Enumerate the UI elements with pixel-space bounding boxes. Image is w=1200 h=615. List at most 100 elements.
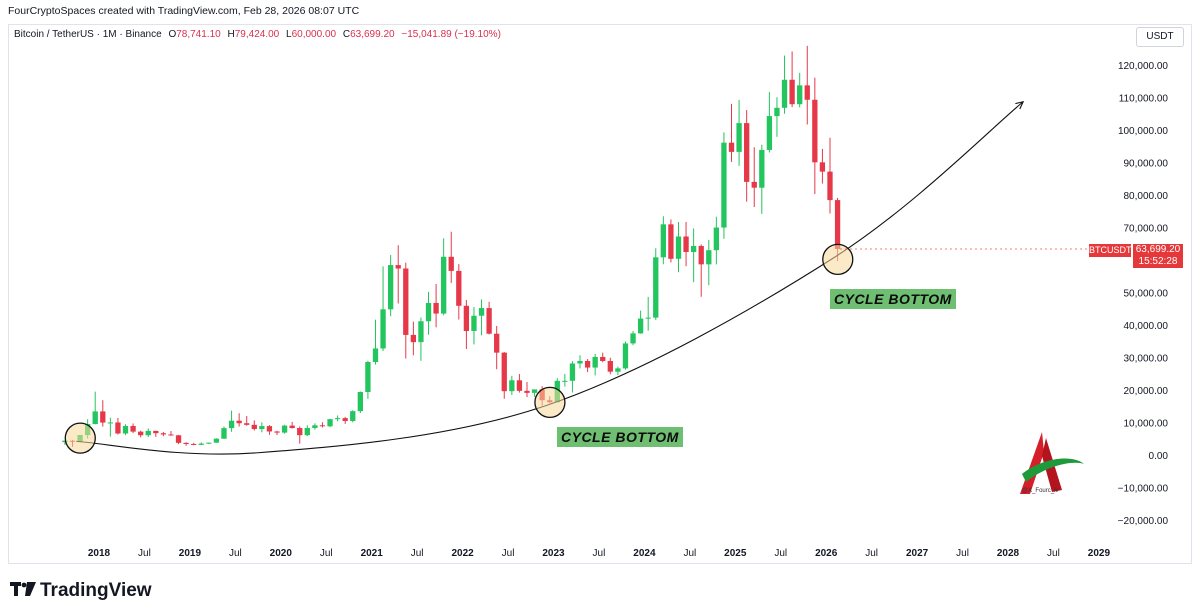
candle-body bbox=[138, 431, 144, 436]
x-tick-label: 2028 bbox=[997, 548, 1020, 559]
y-tick-label: 10,000.00 bbox=[1124, 419, 1169, 430]
candle-body bbox=[630, 333, 636, 344]
candle-body bbox=[410, 334, 417, 343]
y-tick-label: 50,000.00 bbox=[1124, 289, 1169, 300]
candle-body bbox=[660, 224, 666, 258]
candle-body bbox=[107, 422, 114, 424]
candle-body bbox=[297, 428, 303, 436]
candle-body bbox=[387, 265, 394, 310]
candle-body bbox=[274, 431, 280, 433]
candle-body bbox=[130, 425, 136, 432]
candle-body bbox=[524, 390, 530, 393]
curve-arrow-head bbox=[1015, 100, 1025, 110]
x-tick-label: 2019 bbox=[179, 548, 202, 559]
candle-body bbox=[509, 380, 515, 392]
tradingview-logo[interactable]: TradingView bbox=[10, 580, 152, 602]
x-tick-label: Jul bbox=[956, 548, 969, 559]
candle-body bbox=[281, 425, 288, 433]
candle-body bbox=[781, 79, 788, 108]
candle-body bbox=[759, 149, 765, 188]
cycle-bottom-label-2023: CYCLE BOTTOM bbox=[557, 427, 683, 447]
candle-body bbox=[736, 123, 742, 152]
x-tick-label: 2024 bbox=[633, 548, 656, 559]
candle-body bbox=[789, 79, 795, 105]
author-logo-icon bbox=[1020, 432, 1084, 494]
candle-body bbox=[342, 418, 348, 421]
candle-body bbox=[494, 333, 500, 353]
candle-body bbox=[797, 85, 803, 105]
candle-body bbox=[160, 433, 167, 435]
x-tick-label: Jul bbox=[593, 548, 606, 559]
candle-body bbox=[827, 171, 833, 201]
candle-body bbox=[819, 162, 826, 172]
x-tick-label: 2023 bbox=[542, 548, 565, 559]
bar-countdown: 15:52:28 bbox=[1138, 256, 1178, 267]
candle-body bbox=[244, 423, 250, 425]
tradingview-logo-text: TradingView bbox=[40, 580, 152, 602]
symbol-name[interactable]: Bitcoin / TetherUS · 1M · Binance bbox=[14, 29, 162, 40]
candle-body bbox=[441, 256, 447, 314]
candle-body bbox=[728, 142, 735, 152]
candle-body bbox=[698, 245, 704, 265]
y-tick-label: 70,000.00 bbox=[1124, 224, 1169, 235]
open-value: 78,741.10 bbox=[176, 29, 221, 40]
x-tick-label: 2029 bbox=[1088, 548, 1111, 559]
cycle-bottom-circle bbox=[534, 386, 566, 419]
x-tick-label: Jul bbox=[865, 548, 878, 559]
candle-body bbox=[622, 343, 629, 369]
candle-body bbox=[562, 380, 568, 382]
x-tick-label: Jul bbox=[1047, 548, 1060, 559]
close-value: 63,699.20 bbox=[350, 29, 395, 40]
candle-body bbox=[372, 348, 379, 363]
candle-body bbox=[584, 360, 591, 368]
candle-body bbox=[365, 362, 371, 392]
x-tick-label: Jul bbox=[320, 548, 333, 559]
y-tick-label: 20,000.00 bbox=[1124, 386, 1169, 397]
y-tick-label: 100,000.00 bbox=[1118, 126, 1168, 137]
x-tick-label: 2022 bbox=[451, 548, 474, 559]
tradingview-mark-icon bbox=[10, 580, 36, 602]
candle-body bbox=[637, 318, 644, 334]
candle-body bbox=[418, 321, 424, 343]
last-price-value: 63,699.20 bbox=[1135, 244, 1181, 255]
cycle-bottom-label-2026: CYCLE BOTTOM bbox=[830, 289, 956, 309]
author-handle: @X_Fourc_iv bbox=[1022, 488, 1059, 494]
candle-body bbox=[350, 411, 356, 421]
y-tick-label: −20,000.00 bbox=[1118, 516, 1169, 527]
candle-body bbox=[183, 442, 189, 444]
high-value: 79,424.00 bbox=[234, 29, 280, 40]
candle-body bbox=[751, 181, 757, 188]
candle-body bbox=[153, 430, 159, 434]
low-label: L bbox=[286, 29, 292, 40]
candle-body bbox=[690, 245, 697, 252]
low-value: 60,000.00 bbox=[291, 29, 337, 40]
candle-body bbox=[668, 224, 674, 259]
symbol-price-tag: BTCUSDT bbox=[1089, 244, 1132, 257]
candle-body bbox=[531, 389, 538, 393]
candle-body bbox=[653, 257, 659, 318]
cycle-bottom-circle bbox=[822, 243, 854, 276]
candle-body bbox=[478, 308, 485, 316]
candle-body bbox=[327, 419, 333, 427]
candle-body bbox=[615, 368, 621, 372]
candle-body bbox=[289, 425, 295, 429]
candle-body bbox=[403, 268, 409, 335]
candle-body bbox=[259, 426, 265, 430]
candle-body bbox=[834, 200, 841, 249]
x-tick-label: Jul bbox=[138, 548, 151, 559]
y-tick-label: 0.00 bbox=[1149, 451, 1169, 462]
candle-body bbox=[191, 443, 197, 445]
candle-body bbox=[221, 428, 227, 439]
candle-body bbox=[471, 315, 477, 331]
candle-body bbox=[721, 142, 727, 228]
candle-body bbox=[206, 442, 212, 444]
candle-body bbox=[592, 356, 598, 368]
candle-body bbox=[486, 308, 492, 334]
candle-body bbox=[115, 422, 121, 434]
x-tick-label: 2020 bbox=[270, 548, 293, 559]
candle-body bbox=[213, 438, 220, 443]
chart-attribution: FourCryptoSpaces created with TradingVie… bbox=[8, 5, 360, 17]
x-tick-label: Jul bbox=[411, 548, 424, 559]
currency-button[interactable]: USDT bbox=[1136, 27, 1184, 47]
